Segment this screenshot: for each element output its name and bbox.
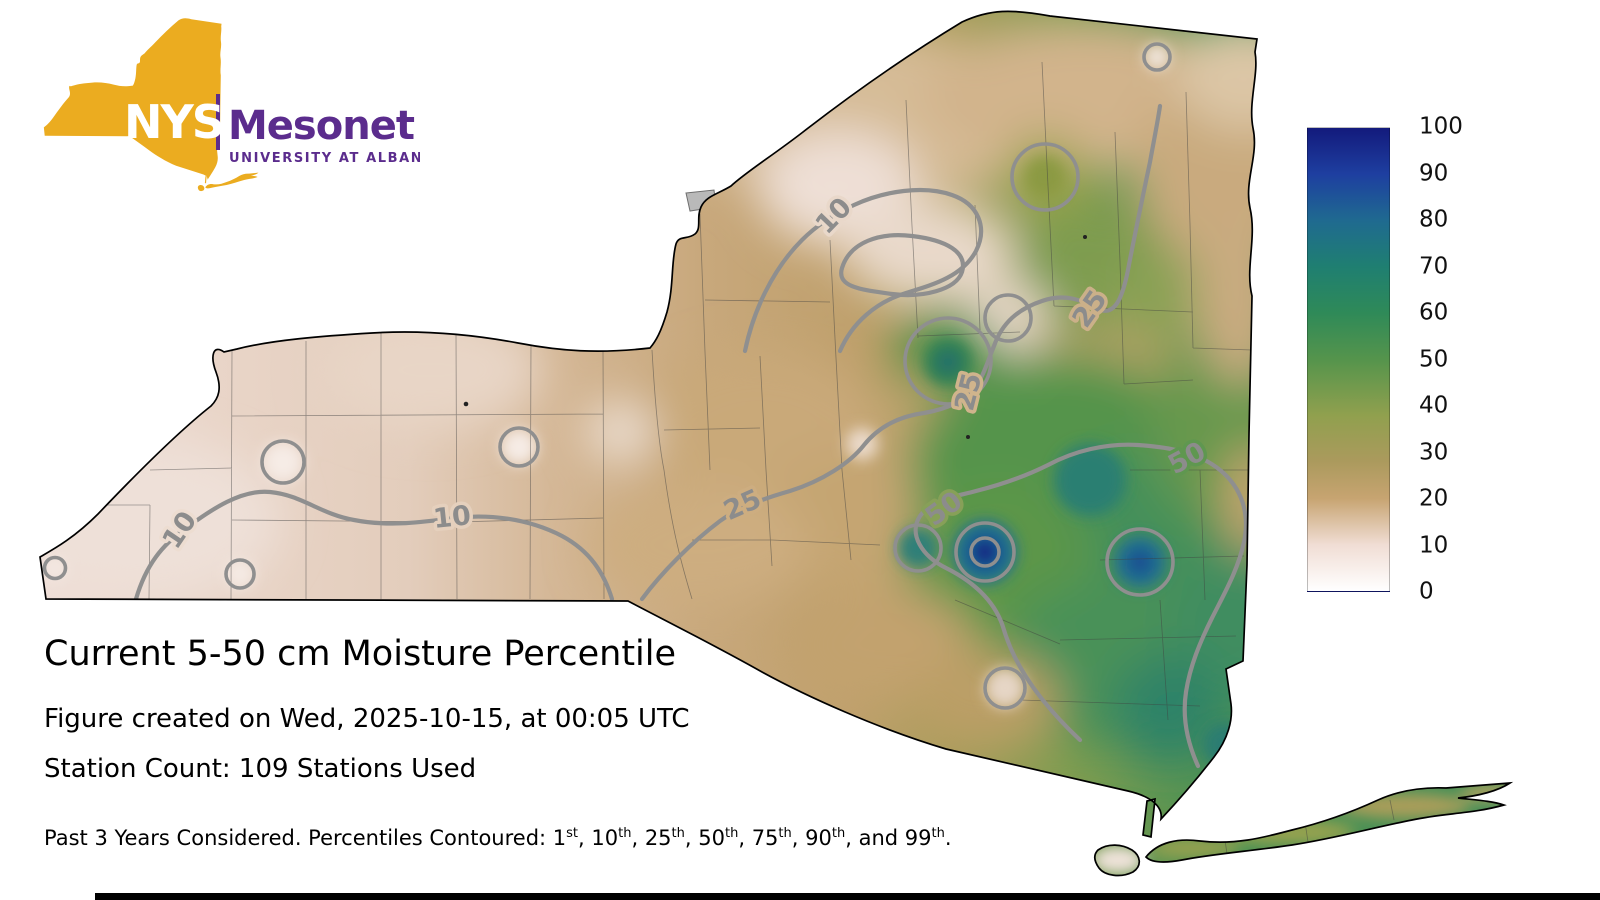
contour-label: 10 [432, 500, 473, 535]
colorbar-tick-label: 70 [1419, 253, 1449, 279]
contour-lines [42, 42, 1300, 826]
contour-rings [42, 42, 1300, 826]
point-markers [463, 235, 1087, 439]
bottom-strip [95, 893, 1600, 900]
colorbar-tick-label: 10 [1419, 532, 1449, 558]
field-blobs-large [40, 20, 1315, 765]
colorbar: 100 90 80 70 60 50 40 30 20 10 0 [1307, 115, 1463, 603]
colorbar-tick-label: 60 [1419, 299, 1449, 326]
nys-mesonet-logo: NYS Mesonet UNIVERSITY AT ALBANY [43, 18, 420, 192]
colorbar-tick-label: 50 [1419, 346, 1449, 372]
logo-acronym: NYS [124, 95, 223, 149]
colorbar-ticks: 100 90 80 70 60 50 40 30 20 10 0 [1419, 115, 1489, 603]
colorbar-tick-label: 0 [1419, 578, 1434, 605]
logo-divider [216, 94, 220, 150]
colorbar-tick-label: 100 [1419, 113, 1463, 140]
county-borders [96, 61, 1395, 855]
created-line: Figure created on Wed, 2025-10-15, at 00… [44, 704, 690, 734]
logo-affiliation: UNIVERSITY AT ALBANY [229, 151, 420, 166]
colorbar-tick-label: 40 [1419, 392, 1449, 419]
colorbar-gradient [1307, 127, 1390, 592]
colorbar-tick-label: 80 [1419, 206, 1449, 233]
colorbar-tick-label: 90 [1419, 160, 1449, 186]
colorbar-tick-label: 20 [1419, 485, 1449, 512]
station-count-line: Station Count: 109 Stations Used [44, 754, 477, 784]
colorbar-tick-label: 30 [1419, 439, 1449, 465]
footnote: Past 3 Years Considered. Percentiles Con… [44, 826, 952, 850]
figure-title: Current 5-50 cm Moisture Percentile [44, 634, 677, 674]
logo-name: Mesonet [228, 103, 415, 149]
